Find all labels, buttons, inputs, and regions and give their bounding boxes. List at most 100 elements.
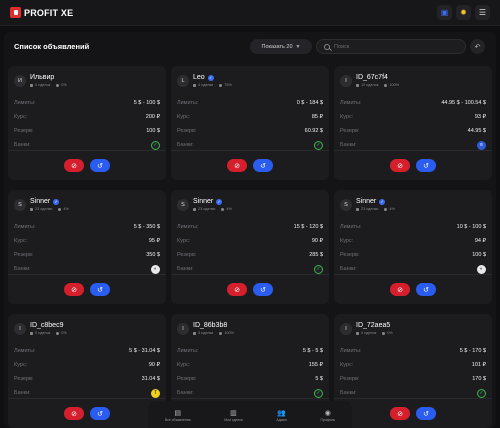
history-button[interactable]: ↺ (90, 407, 110, 420)
limits-row: Лимиты: 5 $ - 5 $ (177, 344, 323, 358)
ad-card[interactable]: I ID_c8bec9 0 сделок 0% Лимиты: 5 $ - 31.… (8, 314, 166, 428)
trader-stats: 23 сделки 4% (193, 207, 232, 211)
multi-bank-icon: ◐ (151, 264, 160, 274)
success-rate-icon (384, 207, 388, 211)
trader-name[interactable]: Sinner (30, 198, 51, 205)
block-button[interactable]: ⊘ (64, 283, 84, 296)
success-rate: 4% (226, 207, 232, 211)
avatar: I (340, 323, 352, 335)
trader-name[interactable]: ID_72aea5 (356, 322, 391, 329)
search-box[interactable] (316, 39, 466, 54)
sun-icon[interactable]: ✹ (456, 5, 471, 20)
ad-card[interactable]: I ID_72aea5 0 сделок 0% Лимиты: 5 $ - 170… (334, 314, 492, 428)
limits-value: 5 $ - 100 $ (133, 100, 160, 106)
trader-name[interactable]: ID_86b3b8 (193, 322, 228, 329)
ads-panel: Список объявлений Показать 20 ▼ ↶ И Ильв… (4, 32, 496, 428)
back-icon[interactable]: ↶ (470, 39, 485, 54)
banks-row: Банки: ◐ (14, 262, 160, 276)
history-button[interactable]: ↺ (416, 159, 436, 172)
limits-value: 10 $ - 100 $ (456, 224, 486, 230)
trader-name[interactable]: ID_c8bec9 (30, 322, 64, 329)
reserve-label: Резерв: (14, 376, 34, 382)
trader-name[interactable]: Ильвир (30, 74, 55, 81)
page-size-select[interactable]: Показать 20 ▼ (250, 39, 312, 54)
block-button[interactable]: ⊘ (390, 159, 410, 172)
history-button[interactable]: ↺ (90, 283, 110, 296)
success-rate-icon (219, 83, 223, 87)
history-icon: ↺ (97, 162, 103, 170)
ad-card[interactable]: И Ильвир 0 сделок 0% Лимиты: 5 $ - 100 $ … (8, 66, 166, 180)
card-header: И Ильвир 0 сделок 0% (14, 74, 67, 87)
block-button[interactable]: ⊘ (390, 283, 410, 296)
nav-item[interactable]: 👥 Админ (276, 409, 286, 422)
reserve-label: Резерв: (340, 376, 360, 382)
ad-card[interactable]: L Leo ✓ 4 сделки 75% Лимиты: 0 $ - 184 $ … (171, 66, 329, 180)
history-icon: ↺ (260, 286, 266, 294)
block-icon: ⊘ (234, 286, 240, 294)
limits-label: Лимиты: (14, 348, 36, 354)
block-button[interactable]: ⊘ (64, 407, 84, 420)
rate-value: 90 ₽ (311, 238, 323, 244)
block-button[interactable]: ⊘ (390, 407, 410, 420)
rate-row: Курс: 155 ₽ (177, 358, 323, 372)
history-button[interactable]: ↺ (90, 159, 110, 172)
rate-value: 93 ₽ (474, 114, 486, 120)
nav-item[interactable]: ▥ Мои сделки (224, 409, 242, 422)
deals-icon (30, 207, 33, 211)
block-button[interactable]: ⊘ (227, 283, 247, 296)
block-button[interactable]: ⊘ (227, 159, 247, 172)
sberbank-icon: ✓ (314, 388, 323, 398)
ad-card[interactable]: S Sinner ✓ 23 сделки 4% Лимиты: 5 $ - 350… (8, 190, 166, 304)
rate-label: Курс: (340, 362, 354, 368)
reserve-value: 170 $ (472, 376, 486, 382)
rate-value: 155 ₽ (308, 362, 323, 368)
nav-item[interactable]: ◉ Профиль (320, 409, 335, 422)
deals-icon (193, 83, 196, 87)
nav-item[interactable]: ▤ Все объявления (165, 409, 191, 422)
reserve-label: Резерв: (177, 128, 197, 134)
menu-icon[interactable]: ☰ (475, 5, 490, 20)
trader-stats: 0 сделок 0% (356, 331, 393, 335)
banks-label: Банки: (340, 142, 357, 148)
rate-row: Курс: 95 ₽ (14, 234, 160, 248)
logo[interactable]: PROFIT XE (10, 7, 73, 18)
history-button[interactable]: ↺ (253, 159, 273, 172)
card-details: Лимиты: 5 $ - 5 $ Курс: 155 ₽ Резерв: 5 $ Б… (177, 344, 323, 400)
search-input[interactable] (334, 43, 454, 50)
trader-name[interactable]: Leo (193, 74, 205, 81)
block-button[interactable]: ⊘ (64, 159, 84, 172)
reserve-row: Резерв: 60.92 $ (177, 124, 323, 138)
trader-name[interactable]: ID_67c7f4 (356, 74, 388, 81)
reserve-value: 350 $ (146, 252, 160, 258)
history-button[interactable]: ↺ (416, 283, 436, 296)
deals-count: 23 сделки (35, 207, 53, 211)
card-actions: ⊘ ↺ (334, 150, 492, 180)
history-icon: ↺ (423, 410, 429, 418)
limits-label: Лимиты: (177, 224, 199, 230)
history-icon: ↺ (97, 286, 103, 294)
success-rate-icon (384, 83, 388, 87)
success-rate: 0% (387, 331, 393, 335)
banks-label: Банки: (340, 266, 357, 272)
ad-card[interactable]: S Sinner ✓ 23 сделки 4% Лимиты: 10 $ - 10… (334, 190, 492, 304)
ad-card[interactable]: I ID_67c7f4 12 сделок 100% Лимиты: 44.95 … (334, 66, 492, 180)
verified-icon: ✓ (207, 74, 214, 81)
card-actions: ⊘ ↺ (8, 398, 166, 428)
trader-name[interactable]: Sinner (193, 198, 214, 205)
nav-label: Все объявления (164, 418, 191, 422)
block-icon: ⊘ (71, 162, 77, 170)
success-rate-icon (221, 207, 225, 211)
verified-icon: ✓ (216, 198, 223, 205)
rate-row: Курс: 93 ₽ (340, 110, 486, 124)
trader-name[interactable]: Sinner (356, 198, 377, 205)
reserve-label: Резерв: (14, 252, 34, 258)
history-button[interactable]: ↺ (253, 283, 273, 296)
nav-label: Профиль (320, 418, 336, 422)
sberbank-icon: ✓ (314, 140, 323, 150)
ad-card[interactable]: S Sinner ✓ 23 сделки 4% Лимиты: 15 $ - 12… (171, 190, 329, 304)
limits-row: Лимиты: 15 $ - 120 $ (177, 220, 323, 234)
wallet-icon[interactable]: ▣ (437, 5, 452, 20)
rate-value: 94 ₽ (474, 238, 486, 244)
deals-count: 23 сделки (198, 207, 216, 211)
history-button[interactable]: ↺ (416, 407, 436, 420)
